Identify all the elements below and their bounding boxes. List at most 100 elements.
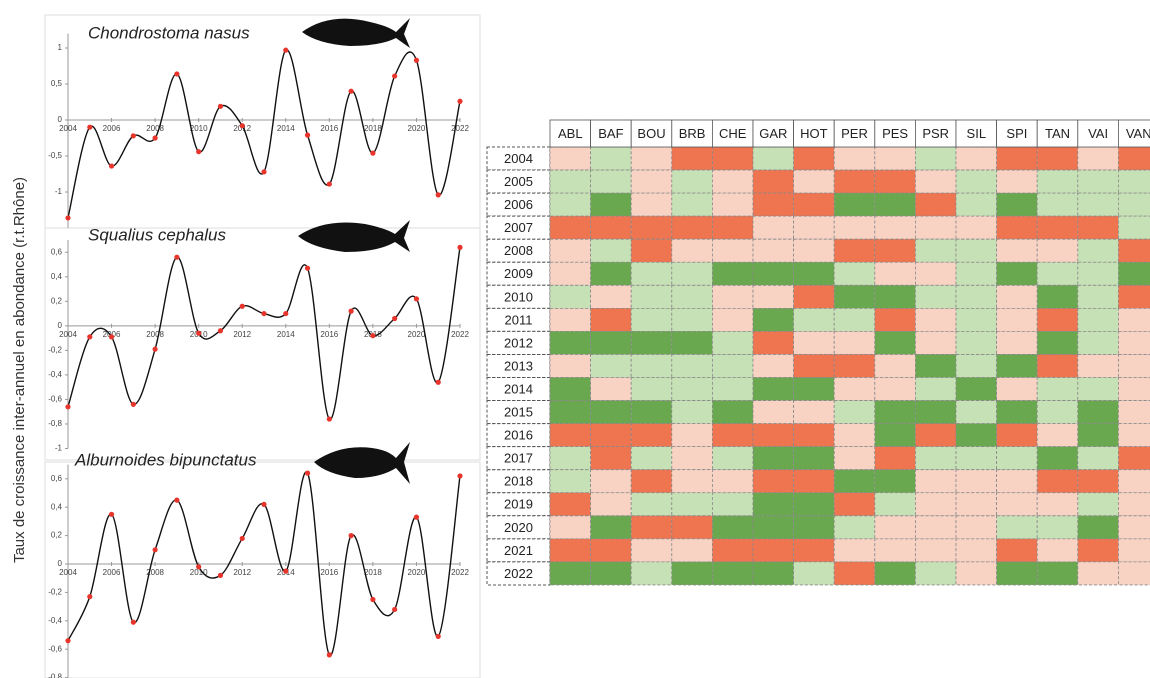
heat-cell (630, 330, 673, 355)
heat-cell (752, 377, 794, 401)
heat-cell (996, 284, 1038, 309)
heat-cell (996, 215, 1038, 240)
heat-cell (712, 307, 754, 332)
heat-cell (874, 469, 916, 494)
heat-cell (793, 377, 835, 401)
point (130, 133, 136, 139)
column-header-cell (1118, 119, 1150, 148)
heat-cell (671, 423, 713, 448)
point (217, 103, 224, 109)
heat-cell (590, 307, 632, 332)
x-tick-label: 2014 (277, 330, 295, 339)
column-label: SIL (967, 126, 987, 141)
point (174, 71, 180, 77)
heat-cell (874, 538, 916, 563)
heat-cell (833, 354, 876, 378)
column-label: TAN (1045, 126, 1070, 141)
heat-cell (1077, 469, 1119, 494)
heat-cell (955, 215, 997, 240)
row-label: 2006 (504, 197, 533, 212)
heat-cell (712, 169, 754, 194)
heat-cell (630, 423, 673, 448)
heat-cell (915, 307, 957, 332)
row-label: 2013 (504, 358, 533, 373)
heat-cell (549, 307, 591, 332)
heat-cell (996, 354, 1038, 378)
heat-cell (874, 446, 916, 471)
heat-cell (630, 307, 673, 332)
y-tick-label: -0,4 (48, 616, 62, 625)
heat-cell (996, 238, 1038, 263)
y-tick-label: -0,5 (48, 151, 62, 160)
heat-cell (590, 284, 632, 309)
heat-cell (793, 561, 835, 586)
heat-cell (1036, 377, 1079, 401)
heat-cell (955, 238, 997, 263)
heat-cell (590, 261, 632, 286)
heat-cell (833, 146, 876, 171)
point (239, 535, 245, 542)
heat-cell (955, 400, 997, 424)
point (326, 181, 332, 187)
heat-cell (630, 377, 673, 401)
point (413, 514, 420, 520)
heat-cell (874, 192, 916, 217)
x-tick-label: 2006 (103, 124, 121, 133)
point (196, 564, 202, 570)
heat-cell (874, 284, 916, 309)
heat-cell (1036, 169, 1079, 194)
point (283, 310, 289, 317)
point (239, 123, 245, 129)
y-tick-label: 0,4 (51, 502, 63, 511)
column-header-cell (712, 119, 754, 148)
heat-cell (1036, 400, 1079, 424)
heat-cell (590, 469, 632, 494)
point (413, 57, 420, 63)
heat-cell (549, 423, 591, 448)
heat-cell (996, 330, 1038, 355)
y-tick-label: 1 (58, 43, 63, 52)
column-label: SPI (1006, 126, 1027, 141)
heat-cell (915, 330, 957, 355)
y-tick-label: 0,2 (51, 531, 63, 540)
heat-cell (1036, 515, 1079, 540)
heat-cell (630, 561, 673, 586)
heat-cell (590, 492, 632, 517)
row-label: 2014 (504, 381, 533, 396)
heat-cell (549, 354, 591, 378)
heat-cell (955, 515, 997, 540)
point (304, 265, 311, 271)
heat-cell (590, 215, 632, 240)
row-label: 2012 (504, 335, 533, 350)
column-label: VAI (1088, 126, 1108, 141)
heat-cell (549, 377, 591, 401)
heat-cell (1077, 492, 1119, 517)
heat-cell (1118, 284, 1150, 309)
heat-cell (1077, 284, 1119, 309)
heat-cell (955, 446, 997, 471)
heat-cell (1077, 238, 1119, 263)
heat-cell (1077, 538, 1119, 563)
heat-cell (712, 377, 754, 401)
point (152, 135, 158, 141)
heat-cell (549, 446, 591, 471)
heat-cell (549, 538, 591, 563)
heat-cell (712, 561, 754, 586)
point (326, 652, 332, 658)
heat-cell (915, 354, 957, 378)
heat-cell (996, 492, 1038, 517)
point (457, 473, 463, 479)
x-tick-label: 2018 (364, 568, 382, 577)
heat-cell (712, 238, 754, 263)
row-label: 2009 (504, 266, 533, 281)
point (196, 330, 202, 336)
heat-cell (752, 215, 794, 240)
point (370, 150, 376, 156)
point (65, 638, 71, 644)
heat-cell (1118, 330, 1150, 355)
y-tick-label: -1 (55, 444, 63, 453)
point (435, 379, 441, 385)
heat-cell (1036, 284, 1079, 309)
x-tick-label: 2004 (59, 124, 77, 133)
column-label: PER (841, 126, 868, 141)
